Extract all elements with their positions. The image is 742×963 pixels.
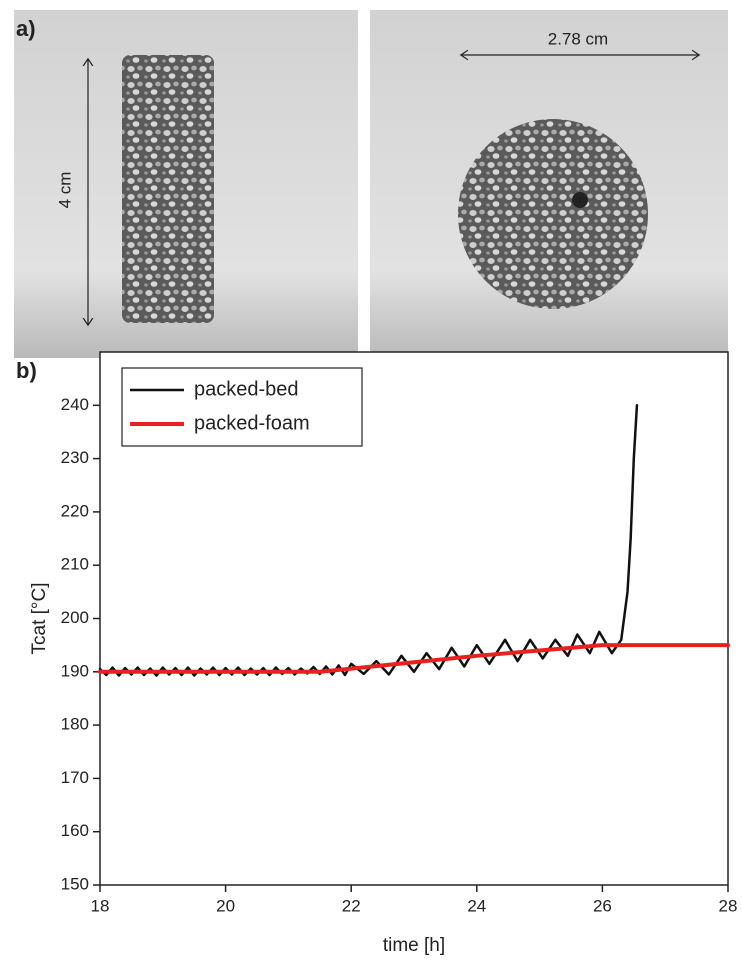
x-tick-label: 28: [719, 896, 738, 915]
y-tick-label: 240: [61, 395, 89, 414]
panel-label: b): [16, 358, 37, 383]
x-tick-label: 20: [216, 896, 235, 915]
panel-label: a): [16, 16, 36, 41]
y-tick-label: 200: [61, 608, 89, 627]
y-tick-label: 230: [61, 448, 89, 467]
y-tick-label: 180: [61, 715, 89, 734]
y-tick-label: 160: [61, 821, 89, 840]
dimension-label: 4 cm: [55, 172, 74, 209]
photo-right: [370, 10, 728, 358]
x-tick-label: 24: [467, 896, 486, 915]
y-tick-label: 150: [61, 874, 89, 893]
y-axis-title: Tcat [°C]: [29, 582, 50, 654]
x-tick-label: 18: [91, 896, 110, 915]
chart: 150 160 170 180 190 200 210 220 230 240 18 20 22 24 26…: [29, 351, 738, 956]
legend-label: packed-foam: [194, 412, 310, 434]
data-line: [98, 643, 730, 674]
y-tick-label: 190: [61, 661, 89, 680]
x-tick-label: 22: [342, 896, 361, 915]
y-tick-label: 220: [61, 501, 89, 520]
legend-label: packed-bed: [194, 378, 299, 400]
dimension-label: 2.78 cm: [548, 29, 608, 48]
y-tick-label: 170: [61, 768, 89, 787]
legend-box: [121, 367, 363, 447]
x-axis-title: time [h]: [383, 935, 445, 956]
x-tick-label: 26: [593, 896, 612, 915]
photo-left: [14, 10, 358, 358]
y-tick-label: 210: [61, 555, 89, 574]
